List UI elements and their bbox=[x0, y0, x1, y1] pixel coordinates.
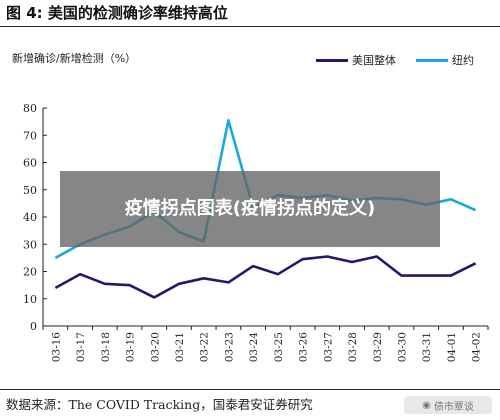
y-tick-label: 40 bbox=[23, 211, 37, 224]
y-tick-label: 0 bbox=[30, 320, 37, 333]
y-tick-label: 20 bbox=[23, 266, 37, 279]
x-tick-label: 03-20 bbox=[149, 332, 161, 362]
legend-swatch-ny bbox=[416, 58, 448, 62]
source-text: 数据来源：The COVID Tracking，国泰君安证券研究 bbox=[6, 397, 313, 412]
figure-title-text: 图 4: 美国的检测确诊率维持高位 bbox=[6, 4, 228, 22]
wechat-icon: ◉ bbox=[422, 399, 431, 411]
watermark: ◉ 债市覃谈 bbox=[404, 396, 492, 414]
legend-item-ny: 纽约 bbox=[416, 52, 474, 68]
x-tick-label: 03-24 bbox=[248, 332, 260, 363]
y-tick-label: 30 bbox=[23, 238, 37, 251]
y-tick-label: 80 bbox=[23, 102, 37, 115]
y-axis-title: 新增确诊/新增检测（%） bbox=[12, 52, 137, 65]
x-tick-label: 03-16 bbox=[50, 332, 62, 363]
y-tick-label: 60 bbox=[23, 157, 37, 170]
x-tick-label: 03-17 bbox=[75, 332, 87, 362]
legend-label-us: 美国整体 bbox=[352, 54, 396, 67]
x-tick-label: 03-30 bbox=[396, 332, 408, 362]
watermark-text: 债市覃谈 bbox=[433, 401, 474, 413]
legend-swatch-us bbox=[316, 58, 348, 62]
chart-legend: 美国整体 纽约 bbox=[316, 52, 500, 68]
x-tick-label: 03-19 bbox=[125, 332, 137, 362]
x-tick-label: 03-29 bbox=[372, 332, 384, 362]
x-tick-label: 03-27 bbox=[322, 332, 334, 362]
x-tick-label: 03-31 bbox=[421, 332, 433, 362]
figure-title: 图 4: 美国的检测确诊率维持高位 bbox=[0, 0, 500, 27]
x-tick-label: 03-26 bbox=[298, 332, 310, 363]
series-line-us bbox=[54, 255, 477, 299]
overlay-text: 疫情拐点图表(疫情拐点的定义) bbox=[124, 198, 376, 219]
y-tick-label: 50 bbox=[23, 184, 37, 197]
x-tick-label: 03-21 bbox=[174, 332, 186, 362]
x-tick-label: 03-22 bbox=[199, 332, 211, 362]
x-tick-label: 04-02 bbox=[471, 332, 483, 362]
y-tick-label: 10 bbox=[23, 293, 37, 306]
source-note: 数据来源：The COVID Tracking，国泰君安证券研究 bbox=[0, 389, 500, 420]
x-tick-label: 03-25 bbox=[273, 332, 285, 362]
legend-label-ny: 纽约 bbox=[452, 54, 474, 67]
x-tick-label: 04-01 bbox=[446, 332, 458, 362]
overlay-banner: 疫情拐点图表(疫情拐点的定义) bbox=[60, 171, 440, 247]
x-tick-label: 03-23 bbox=[223, 332, 235, 362]
x-tick-label: 03-18 bbox=[100, 332, 112, 362]
x-tick-label: 03-28 bbox=[347, 332, 359, 362]
legend-item-us: 美国整体 bbox=[316, 52, 396, 68]
y-tick-label: 70 bbox=[23, 129, 37, 142]
